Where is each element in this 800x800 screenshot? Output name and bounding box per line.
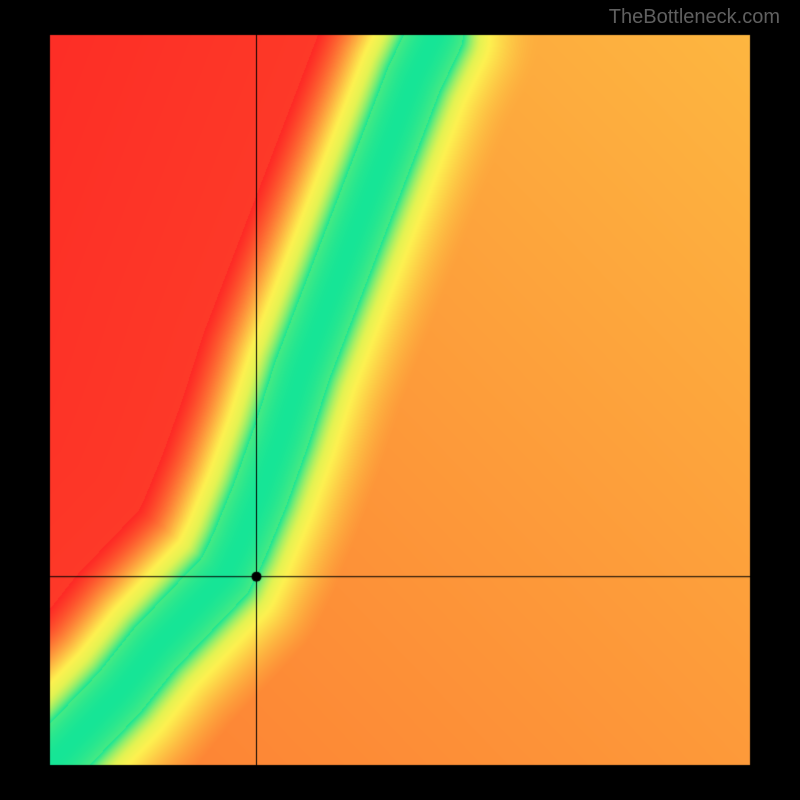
heatmap-chart [0,0,800,800]
watermark-text: TheBottleneck.com [609,6,780,29]
